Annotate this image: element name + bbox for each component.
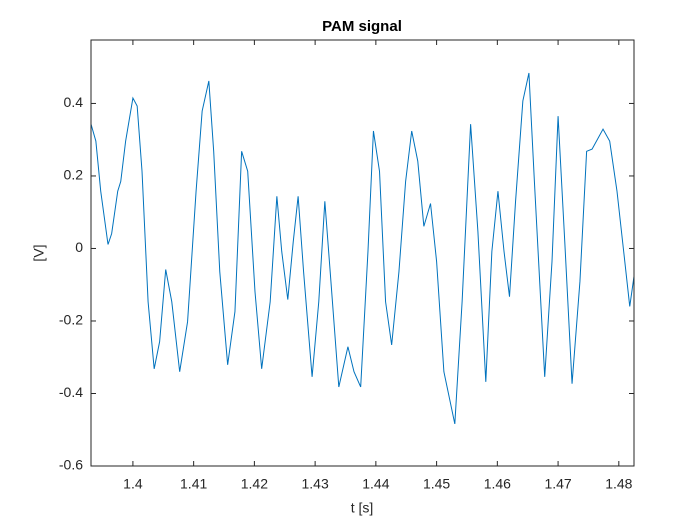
x-tick-label: 1.44 [362, 476, 389, 492]
y-tick-label: 0.2 [64, 167, 84, 183]
x-axis-label: t [s] [351, 500, 374, 516]
plot-frame [90, 39, 635, 467]
x-tick-label: 1.45 [423, 476, 450, 492]
x-tick-label: 1.43 [301, 476, 328, 492]
x-tick-label: 1.41 [180, 476, 207, 492]
y-tick-label: 0 [75, 239, 83, 255]
x-tick-label: 1.4 [123, 476, 143, 492]
y-tick-label: -0.2 [59, 312, 83, 328]
x-tick-label: 1.48 [605, 476, 632, 492]
chart-title: PAM signal [322, 18, 402, 35]
x-tick-label: 1.47 [544, 476, 571, 492]
y-tick-label: 0.4 [64, 94, 84, 110]
y-axis-label: [V] [31, 244, 47, 261]
x-tick-label: 1.42 [241, 476, 268, 492]
y-tick-label: -0.4 [59, 384, 83, 400]
x-tick-label: 1.46 [484, 476, 511, 492]
y-tick-label: -0.6 [59, 457, 83, 473]
signal-line [90, 72, 635, 425]
